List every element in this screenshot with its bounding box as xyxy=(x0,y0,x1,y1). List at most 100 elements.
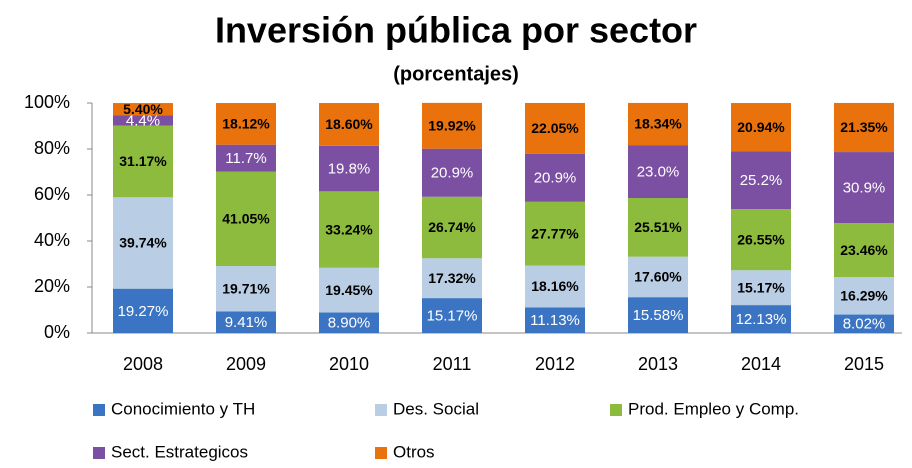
bar-segment xyxy=(319,145,379,192)
bar-segment xyxy=(422,148,482,197)
legend-swatch xyxy=(610,404,622,416)
data-label: 26.55% xyxy=(737,231,785,247)
chart-title: Inversión pública por sector xyxy=(215,10,697,51)
bar-segment xyxy=(113,125,173,198)
bar-segment xyxy=(731,270,791,306)
bar-segment xyxy=(422,258,482,299)
data-label: 25.2% xyxy=(740,172,783,189)
data-label: 9.41% xyxy=(225,314,268,331)
data-label: 30.9% xyxy=(843,180,886,197)
y-tick-label: 60% xyxy=(34,184,70,204)
bar-segment xyxy=(113,103,173,116)
bar-segment xyxy=(216,103,276,145)
bar-segment xyxy=(628,102,688,146)
y-tick-label: 40% xyxy=(34,230,70,250)
bar-segment xyxy=(113,288,173,333)
bar-segment xyxy=(731,209,791,271)
data-label: 11.7% xyxy=(225,150,266,167)
x-tick-label: 2008 xyxy=(123,354,163,374)
bar-segment xyxy=(731,305,791,333)
bar-segment xyxy=(319,267,379,313)
data-label: 20.9% xyxy=(431,165,474,182)
bar-segment xyxy=(319,191,379,268)
data-label: 15.17% xyxy=(427,308,478,325)
bar-segment xyxy=(113,197,173,289)
bar-segment xyxy=(628,297,688,333)
y-tick-label: 0% xyxy=(44,322,70,342)
bar-segment xyxy=(834,152,894,224)
bar-segment xyxy=(216,171,276,267)
data-label: 18.12% xyxy=(222,116,270,132)
legend-swatch xyxy=(375,447,387,459)
data-label: 21.35% xyxy=(840,119,888,135)
data-label: 19.27% xyxy=(118,303,169,320)
bar-segment xyxy=(113,115,173,126)
x-tick-label: 2014 xyxy=(741,354,781,374)
bar-segment xyxy=(319,103,379,146)
data-label: 18.34% xyxy=(634,116,682,132)
legend-swatch xyxy=(93,404,105,416)
bar-segment xyxy=(731,103,791,152)
data-label: 20.9% xyxy=(534,170,577,187)
bar-segment xyxy=(525,153,585,202)
x-tick-label: 2011 xyxy=(433,354,472,374)
legend-label: Des. Social xyxy=(393,399,479,418)
data-label: 15.17% xyxy=(737,279,785,295)
bar-segment xyxy=(319,312,379,333)
bar-segment xyxy=(834,102,894,153)
data-label: 20.94% xyxy=(737,119,785,135)
x-tick-label: 2009 xyxy=(226,354,266,374)
legend-label: Prod. Empleo y Comp. xyxy=(628,399,799,418)
data-label: 26.74% xyxy=(428,219,476,235)
bar-segment xyxy=(525,307,585,333)
bar-segment xyxy=(628,198,688,257)
data-label: 19.92% xyxy=(428,117,476,133)
data-label: 8.90% xyxy=(328,315,371,332)
data-label: 22.05% xyxy=(531,120,579,136)
bar-segment xyxy=(731,151,791,210)
x-tick-label: 2013 xyxy=(638,354,678,374)
bar-segment xyxy=(422,196,482,259)
bar-segment xyxy=(628,256,688,298)
data-label: 41.05% xyxy=(222,211,270,227)
x-tick-label: 2012 xyxy=(535,354,575,374)
data-label: 23.0% xyxy=(637,164,680,181)
bar-segment xyxy=(525,201,585,266)
data-label: 27.77% xyxy=(531,225,579,241)
legend-swatch xyxy=(375,404,387,416)
data-label: 19.8% xyxy=(328,161,371,178)
data-label: 5.40% xyxy=(123,101,163,117)
data-label: 12.13% xyxy=(736,311,787,328)
chart-subtitle: (porcentajes) xyxy=(393,63,519,85)
bar-segment xyxy=(216,144,276,172)
data-label: 39.74% xyxy=(119,235,167,251)
legend-label: Conocimiento y TH xyxy=(111,399,255,418)
data-label: 23.46% xyxy=(840,242,888,258)
data-label: 25.51% xyxy=(634,219,682,235)
bar-segment xyxy=(216,311,276,333)
bar-segment xyxy=(525,265,585,308)
bar-segment xyxy=(422,298,482,333)
data-label: 15.58% xyxy=(633,307,684,324)
bar-segment xyxy=(422,102,482,149)
legend-label: Otros xyxy=(393,442,435,461)
bar-segment xyxy=(834,223,894,278)
x-tick-label: 2015 xyxy=(844,354,884,374)
y-tick-label: 20% xyxy=(34,276,70,296)
data-label: 17.32% xyxy=(428,270,476,286)
bar-segment xyxy=(628,145,688,199)
bar-segment xyxy=(525,102,585,154)
data-label: 11.13% xyxy=(530,312,580,329)
data-label: 18.16% xyxy=(531,278,579,294)
data-label: 8.02% xyxy=(843,316,886,333)
data-label: 33.24% xyxy=(325,221,373,237)
data-label: 17.60% xyxy=(634,269,682,285)
legend-swatch xyxy=(93,447,105,459)
data-label: 31.17% xyxy=(119,153,167,169)
data-label: 4.4% xyxy=(126,112,160,129)
y-tick-label: 80% xyxy=(34,138,70,158)
data-label: 19.71% xyxy=(222,280,270,296)
data-label: 19.45% xyxy=(325,282,373,298)
bar-segment xyxy=(834,277,894,315)
